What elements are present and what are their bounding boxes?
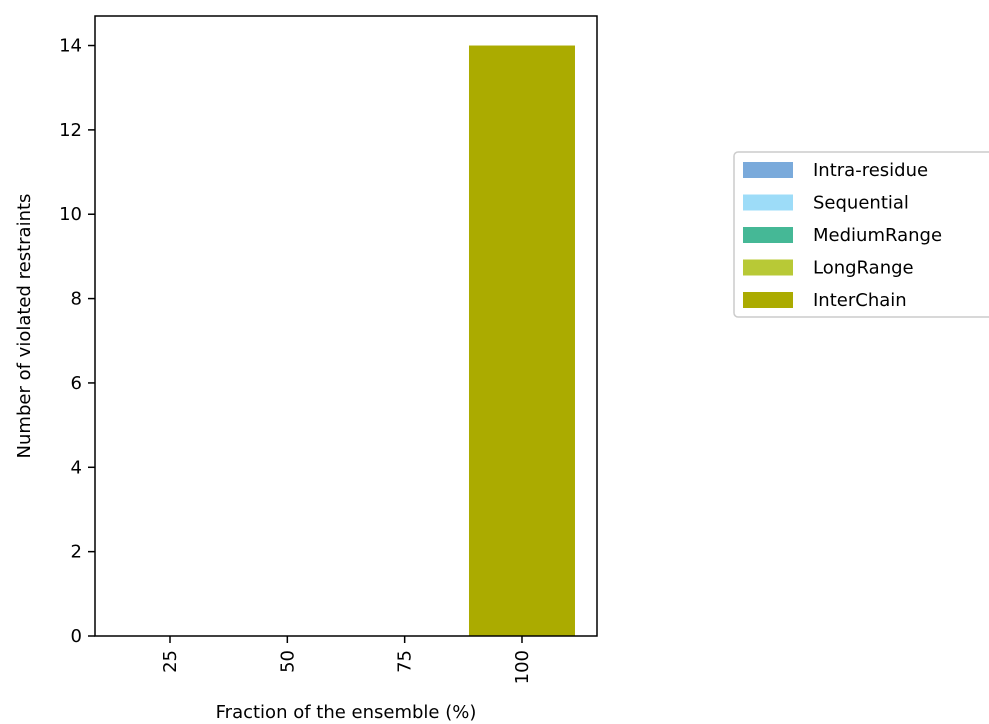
- x-tick-label: 25: [160, 650, 181, 673]
- y-tick-label: 12: [59, 120, 82, 141]
- x-tick-label: 75: [395, 650, 416, 673]
- y-tick-label: 0: [71, 626, 82, 647]
- legend-label: InterChain: [813, 290, 907, 311]
- y-tick-label: 10: [59, 204, 82, 225]
- bar-interchain-100: [468, 45, 575, 637]
- y-tick-label: 14: [59, 36, 82, 57]
- y-tick-label: 6: [71, 373, 82, 394]
- y-tick-label: 4: [71, 457, 82, 478]
- plot-frame: [94, 15, 598, 637]
- x-axis-label: Fraction of the ensemble (%): [216, 702, 477, 723]
- legend-label: MediumRange: [813, 225, 942, 246]
- legend-swatch: [743, 259, 793, 276]
- legend-swatch: [743, 292, 793, 308]
- legend-swatch: [743, 227, 793, 243]
- x-tick-label: 50: [277, 650, 298, 673]
- bars-group: [468, 45, 575, 637]
- legend-label: Sequential: [813, 193, 909, 214]
- x-tick-label: 100: [512, 650, 533, 684]
- legend-label: LongRange: [813, 258, 914, 279]
- legend-label: Intra-residue: [813, 160, 928, 181]
- legend-swatch: [743, 162, 793, 178]
- x-axis-ticks: 25 50 75 100: [160, 636, 533, 684]
- legend-swatch: [743, 194, 793, 211]
- legend-frame: [733, 151, 989, 318]
- y-axis-ticks: 0 2 4 6 8 10 12 14: [59, 36, 95, 647]
- y-tick-label: 2: [71, 542, 82, 563]
- legend: Intra-residue Sequential MediumRange LongRa…: [733, 151, 989, 318]
- y-tick-label: 8: [71, 289, 82, 310]
- y-axis-label: Number of violated restraints: [14, 194, 35, 459]
